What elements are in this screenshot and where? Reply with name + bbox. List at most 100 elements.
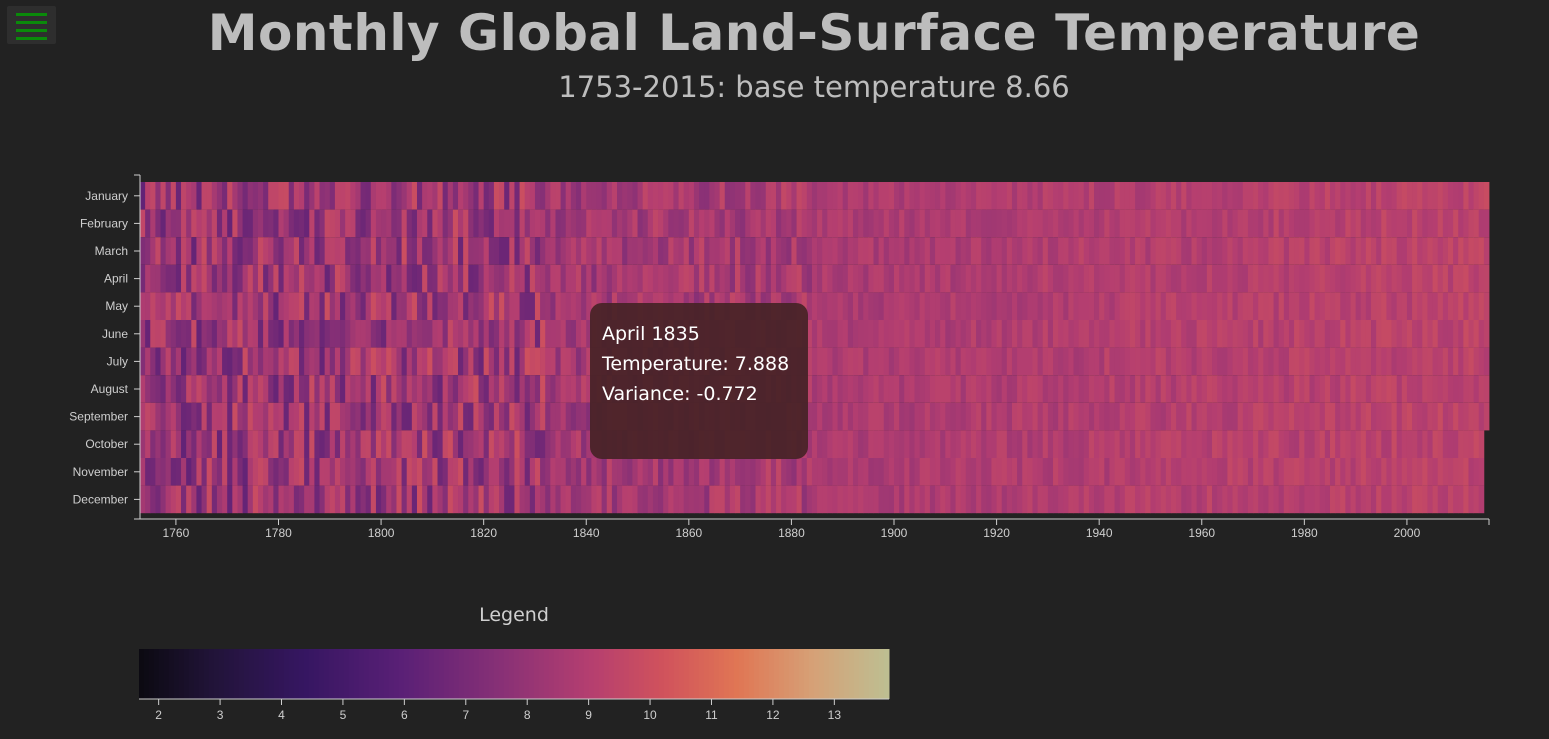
- heatmap-cell[interactable]: [965, 320, 972, 348]
- heatmap-cell[interactable]: [596, 237, 603, 265]
- heatmap-cell[interactable]: [375, 402, 382, 431]
- heatmap-cell[interactable]: [201, 292, 208, 320]
- heatmap-cell[interactable]: [611, 264, 618, 293]
- heatmap-cell[interactable]: [894, 182, 900, 210]
- heatmap-cell[interactable]: [529, 264, 536, 293]
- heatmap-cell[interactable]: [924, 485, 931, 514]
- heatmap-cell[interactable]: [596, 264, 603, 293]
- heatmap-cell[interactable]: [509, 375, 515, 403]
- heatmap-cell[interactable]: [611, 182, 618, 210]
- heatmap-cell[interactable]: [1078, 237, 1085, 265]
- heatmap-cell[interactable]: [340, 237, 346, 265]
- heatmap-cell[interactable]: [817, 485, 823, 514]
- heatmap-cell[interactable]: [1058, 237, 1064, 265]
- heatmap-cell[interactable]: [981, 292, 987, 320]
- heatmap-cell[interactable]: [1432, 375, 1439, 403]
- heatmap-cell[interactable]: [237, 430, 243, 458]
- heatmap-cell[interactable]: [247, 320, 254, 348]
- heatmap-cell[interactable]: [365, 320, 372, 348]
- heatmap-cell[interactable]: [976, 347, 982, 376]
- heatmap-cell[interactable]: [1083, 320, 1090, 348]
- heatmap-cell[interactable]: [175, 320, 182, 348]
- heatmap-cell[interactable]: [847, 375, 854, 403]
- heatmap-cell[interactable]: [1391, 182, 1398, 210]
- heatmap-cell[interactable]: [534, 458, 541, 486]
- heatmap-cell[interactable]: [606, 485, 613, 514]
- heatmap-cell[interactable]: [873, 347, 880, 376]
- heatmap-cell[interactable]: [1022, 402, 1028, 431]
- heatmap-cell[interactable]: [504, 237, 510, 265]
- heatmap-cell[interactable]: [1232, 430, 1239, 458]
- heatmap-cell[interactable]: [935, 402, 941, 431]
- heatmap-cell[interactable]: [165, 402, 172, 431]
- heatmap-cell[interactable]: [765, 237, 772, 265]
- heatmap-cell[interactable]: [1150, 264, 1156, 293]
- heatmap-cell[interactable]: [632, 264, 638, 293]
- heatmap-cell[interactable]: [1160, 402, 1167, 431]
- heatmap-cell[interactable]: [796, 237, 803, 265]
- heatmap-cell[interactable]: [647, 237, 654, 265]
- heatmap-cell[interactable]: [745, 458, 751, 486]
- heatmap-cell[interactable]: [140, 209, 146, 238]
- heatmap-cell[interactable]: [1376, 485, 1382, 514]
- heatmap-cell[interactable]: [1396, 182, 1403, 210]
- heatmap-cell[interactable]: [1186, 375, 1192, 403]
- heatmap-cell[interactable]: [1268, 485, 1274, 514]
- heatmap-cell[interactable]: [370, 347, 377, 376]
- heatmap-cell[interactable]: [1155, 292, 1162, 320]
- heatmap-cell[interactable]: [935, 458, 941, 486]
- heatmap-cell[interactable]: [381, 485, 387, 514]
- heatmap-cell[interactable]: [868, 485, 874, 514]
- heatmap-cell[interactable]: [1365, 209, 1372, 238]
- heatmap-cell[interactable]: [565, 320, 572, 348]
- heatmap-cell[interactable]: [935, 182, 941, 210]
- heatmap-cell[interactable]: [1027, 375, 1033, 403]
- heatmap-cell[interactable]: [1124, 237, 1131, 265]
- heatmap-cell[interactable]: [955, 182, 962, 210]
- heatmap-cell[interactable]: [1304, 430, 1310, 458]
- heatmap-cell[interactable]: [504, 320, 510, 348]
- heatmap-cell[interactable]: [858, 237, 864, 265]
- heatmap-cell[interactable]: [1263, 320, 1269, 348]
- heatmap-cell[interactable]: [914, 347, 921, 376]
- heatmap-cell[interactable]: [493, 458, 500, 486]
- heatmap-cell[interactable]: [950, 292, 956, 320]
- heatmap-cell[interactable]: [1191, 264, 1198, 293]
- heatmap-cell[interactable]: [863, 237, 869, 265]
- heatmap-cell[interactable]: [334, 430, 341, 458]
- heatmap-cell[interactable]: [591, 209, 597, 238]
- heatmap-cell[interactable]: [242, 402, 249, 431]
- heatmap-cell[interactable]: [1227, 375, 1233, 403]
- heatmap-cell[interactable]: [1063, 402, 1069, 431]
- heatmap-cell[interactable]: [145, 209, 151, 238]
- heatmap-cell[interactable]: [683, 264, 690, 293]
- heatmap-cell[interactable]: [899, 182, 905, 210]
- heatmap-cell[interactable]: [1468, 264, 1475, 293]
- heatmap-cell[interactable]: [370, 402, 377, 431]
- heatmap-cell[interactable]: [1227, 402, 1233, 431]
- heatmap-cell[interactable]: [976, 402, 982, 431]
- heatmap-cell[interactable]: [1458, 264, 1464, 293]
- heatmap-cell[interactable]: [776, 237, 782, 265]
- heatmap-cell[interactable]: [1191, 209, 1198, 238]
- heatmap-cell[interactable]: [458, 485, 464, 514]
- heatmap-cell[interactable]: [186, 320, 192, 348]
- heatmap-cell[interactable]: [1022, 375, 1028, 403]
- heatmap-cell[interactable]: [1283, 292, 1290, 320]
- heatmap-cell[interactable]: [827, 458, 833, 486]
- heatmap-cell[interactable]: [1278, 402, 1285, 431]
- heatmap-cell[interactable]: [227, 430, 233, 458]
- heatmap-cell[interactable]: [1129, 264, 1136, 293]
- heatmap-cell[interactable]: [970, 320, 977, 348]
- heatmap-cell[interactable]: [386, 264, 392, 293]
- heatmap-cell[interactable]: [458, 182, 464, 210]
- heatmap-cell[interactable]: [1422, 292, 1428, 320]
- heatmap-cell[interactable]: [196, 347, 202, 376]
- heatmap-cell[interactable]: [1288, 237, 1295, 265]
- heatmap-cell[interactable]: [1391, 402, 1398, 431]
- heatmap-cell[interactable]: [1417, 375, 1423, 403]
- heatmap-cell[interactable]: [170, 402, 177, 431]
- heatmap-cell[interactable]: [329, 485, 336, 514]
- heatmap-cell[interactable]: [606, 182, 613, 210]
- heatmap-cell[interactable]: [1268, 237, 1274, 265]
